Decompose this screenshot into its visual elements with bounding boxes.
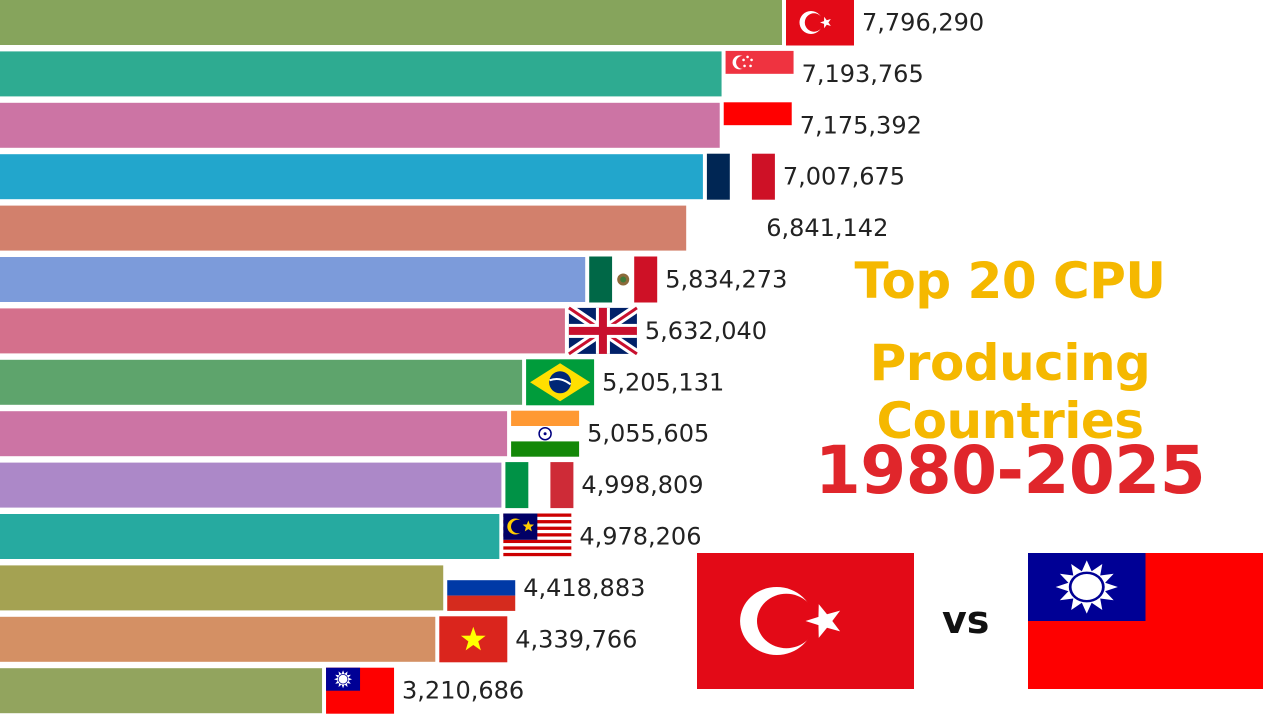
bar-india xyxy=(0,411,508,457)
value-label: 4,418,883 xyxy=(523,574,645,602)
uk-flag-icon xyxy=(566,304,640,358)
turkey-flag-icon xyxy=(786,0,854,46)
value-label: 7,175,392 xyxy=(800,111,922,139)
bar-uk xyxy=(0,308,565,354)
value-label: 7,796,290 xyxy=(862,9,984,37)
value-label: 7,007,675 xyxy=(783,163,905,191)
bar-italy xyxy=(0,462,502,508)
indonesia-flag-icon xyxy=(723,102,792,149)
taiwan-flag-icon xyxy=(326,667,395,714)
chart-title-line-2: Producing Countries xyxy=(869,334,1151,450)
value-label: 4,998,809 xyxy=(581,471,703,499)
vietnam-flag-icon xyxy=(439,616,508,663)
singapore-flag-icon xyxy=(725,50,794,97)
india-flag-icon xyxy=(511,410,580,457)
bars-layer: 7,796,290 7,193,765 7,175,392 7,007,675 6,84… xyxy=(0,0,984,714)
bar-malaysia xyxy=(0,514,500,559)
value-label: 4,978,206 xyxy=(579,523,701,551)
bar-mexico xyxy=(0,257,586,302)
taiwan-flag-icon xyxy=(1028,553,1263,689)
bar-france xyxy=(0,154,703,200)
vs-label: vs xyxy=(942,598,990,642)
turkey-flag-icon xyxy=(697,553,914,689)
value-label: 4,339,766 xyxy=(515,625,637,653)
value-label: 6,841,142 xyxy=(766,214,888,242)
value-label: 5,205,131 xyxy=(602,368,724,396)
malaysia-flag-icon xyxy=(503,513,572,560)
comparison-flags xyxy=(697,553,1263,689)
france-flag-icon xyxy=(706,153,775,200)
bar-russia xyxy=(0,565,444,611)
bar-brazil xyxy=(0,359,523,405)
turkey-flag-large xyxy=(697,553,914,689)
year-range: 1980-2025 xyxy=(814,432,1206,509)
value-label: 3,210,686 xyxy=(402,677,524,705)
value-label: 7,193,765 xyxy=(802,60,924,88)
chart-title-line-1: Top 20 CPU xyxy=(854,252,1166,310)
bar-taiwan xyxy=(0,668,323,714)
taiwan-flag-large xyxy=(1028,553,1263,689)
value-label: 5,055,605 xyxy=(587,420,709,448)
italy-flag-icon xyxy=(505,462,574,509)
bar-vietnam xyxy=(0,616,436,662)
bar-singapore xyxy=(0,51,722,97)
russia-flag-icon xyxy=(447,564,516,611)
value-label: 5,834,273 xyxy=(665,266,787,294)
bar-row-5 xyxy=(0,205,687,251)
brazil-flag-icon xyxy=(526,359,595,406)
mexico-flag-icon xyxy=(589,256,658,303)
bar-turkey xyxy=(0,0,782,45)
bar-indonesia xyxy=(0,102,720,148)
value-label: 5,632,040 xyxy=(645,317,767,345)
